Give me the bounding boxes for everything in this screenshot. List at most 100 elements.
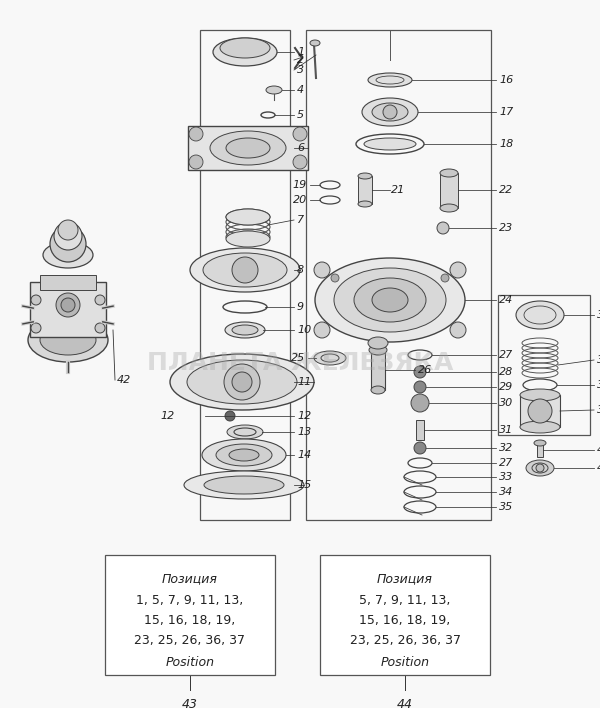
Text: 5: 5 [297, 110, 304, 120]
Circle shape [31, 295, 41, 305]
Text: 9: 9 [297, 302, 304, 312]
Circle shape [61, 298, 75, 312]
Ellipse shape [226, 209, 270, 225]
Circle shape [224, 364, 260, 400]
Circle shape [95, 295, 105, 305]
Ellipse shape [526, 460, 554, 476]
Text: Position: Position [166, 656, 215, 669]
Ellipse shape [210, 131, 286, 165]
Ellipse shape [184, 471, 304, 499]
Circle shape [189, 155, 203, 169]
Ellipse shape [266, 86, 282, 94]
Text: 15: 15 [297, 480, 311, 490]
Bar [358, 176, 372, 204]
Ellipse shape [190, 248, 300, 292]
Circle shape [314, 262, 330, 278]
Text: 12: 12 [161, 411, 175, 421]
Text: 6: 6 [297, 143, 304, 153]
Ellipse shape [334, 268, 446, 332]
Bar [40, 275, 96, 290]
Circle shape [232, 372, 252, 392]
Ellipse shape [372, 288, 408, 312]
Circle shape [528, 399, 552, 423]
Circle shape [450, 262, 466, 278]
Ellipse shape [440, 169, 458, 177]
Ellipse shape [204, 476, 284, 494]
Ellipse shape [225, 322, 265, 338]
Ellipse shape [440, 204, 458, 212]
Text: 23, 25, 26, 36, 37: 23, 25, 26, 36, 37 [349, 634, 461, 647]
Bar [371, 350, 385, 390]
Ellipse shape [362, 98, 418, 126]
Text: 42: 42 [117, 375, 131, 385]
Ellipse shape [364, 138, 416, 150]
Text: 33: 33 [499, 472, 513, 482]
Circle shape [331, 274, 339, 282]
Ellipse shape [187, 360, 297, 404]
Ellipse shape [368, 73, 412, 87]
Circle shape [314, 322, 330, 338]
Circle shape [450, 322, 466, 338]
Ellipse shape [368, 337, 388, 349]
Text: 14: 14 [297, 450, 311, 460]
Text: 5, 7, 9, 11, 13,: 5, 7, 9, 11, 13, [359, 594, 451, 607]
Bar [188, 126, 308, 170]
Text: 22: 22 [499, 185, 513, 195]
Ellipse shape [216, 444, 272, 466]
Text: 2: 2 [297, 55, 304, 65]
Text: 4: 4 [297, 85, 304, 95]
Text: 1: 1 [297, 47, 304, 57]
Ellipse shape [520, 421, 560, 433]
Text: 40: 40 [597, 445, 600, 455]
Text: 41: 41 [597, 463, 600, 473]
Ellipse shape [202, 439, 286, 471]
Circle shape [441, 274, 449, 282]
Bar [105, 555, 275, 675]
Text: 11: 11 [297, 377, 311, 387]
Text: 34: 34 [499, 487, 513, 497]
Text: 15, 16, 18, 19,: 15, 16, 18, 19, [145, 614, 236, 627]
Ellipse shape [226, 231, 270, 247]
Text: 12: 12 [297, 411, 311, 421]
Ellipse shape [310, 40, 320, 46]
Bar [440, 173, 458, 208]
Text: 1, 5, 7, 9, 11, 13,: 1, 5, 7, 9, 11, 13, [136, 594, 244, 607]
Text: 25: 25 [291, 353, 305, 363]
Text: 3: 3 [297, 65, 304, 75]
Circle shape [189, 127, 203, 141]
Text: 24: 24 [499, 295, 513, 305]
Text: 8: 8 [297, 265, 304, 275]
Ellipse shape [229, 449, 259, 461]
Text: 20: 20 [293, 195, 307, 205]
Ellipse shape [28, 318, 108, 362]
Text: 36: 36 [597, 310, 600, 320]
Ellipse shape [315, 258, 465, 342]
Text: 17: 17 [499, 107, 513, 117]
Text: 43: 43 [182, 698, 198, 708]
Circle shape [56, 293, 80, 317]
Ellipse shape [520, 389, 560, 401]
Text: 37: 37 [597, 355, 600, 365]
Ellipse shape [203, 253, 287, 287]
Circle shape [411, 394, 429, 412]
Circle shape [58, 220, 78, 240]
Ellipse shape [220, 38, 270, 58]
Text: 38: 38 [597, 380, 600, 390]
Circle shape [31, 323, 41, 333]
Text: 31: 31 [499, 425, 513, 435]
Ellipse shape [170, 354, 314, 410]
Ellipse shape [358, 201, 372, 207]
Text: Позиция: Позиция [377, 572, 433, 585]
Bar [306, 30, 491, 520]
Text: 7: 7 [297, 215, 304, 225]
Text: 32: 32 [499, 443, 513, 453]
Ellipse shape [227, 425, 263, 439]
Bar [320, 555, 490, 675]
Text: 21: 21 [391, 185, 405, 195]
Text: 30: 30 [499, 398, 513, 408]
Ellipse shape [354, 278, 426, 322]
Text: 10: 10 [297, 325, 311, 335]
Text: 29: 29 [499, 382, 513, 392]
Ellipse shape [358, 173, 372, 179]
Ellipse shape [213, 38, 277, 66]
